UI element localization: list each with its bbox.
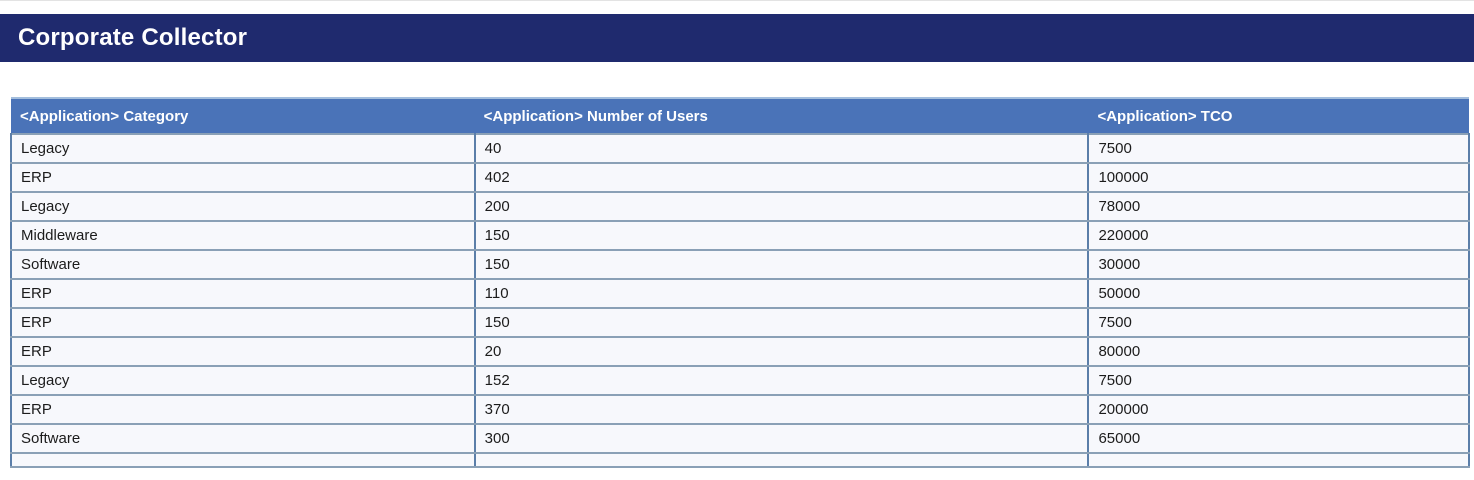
table-cell-number-of-users: 152	[473, 365, 1090, 396]
table-header-row: <Application> Category <Application> Numb…	[11, 97, 1469, 134]
table-cell-category: Middleware	[10, 220, 476, 251]
table-row: ERP 370 200000	[10, 394, 1470, 425]
table-cell-tco: 200000	[1087, 394, 1470, 425]
table-body: Legacy 40 7500 ERP 402 100000 Legacy 200 78000 Mi…	[10, 133, 1470, 468]
table-cell-tco: 78000	[1087, 191, 1470, 222]
column-header: <Application> Category	[11, 97, 475, 134]
table-cell-number-of-users: 150	[473, 249, 1090, 280]
table-cell-tco: 7500	[1087, 365, 1470, 396]
table-row: Legacy 40 7500	[10, 133, 1470, 164]
table-cell-number-of-users: 200	[473, 191, 1090, 222]
table-cell-category: Legacy	[10, 133, 476, 164]
table-cell-tco: 80000	[1087, 336, 1470, 367]
table-cell-category: Software	[10, 423, 476, 454]
table-cell-category: Legacy	[10, 365, 476, 396]
table-cell-category: ERP	[10, 162, 476, 193]
table-cell-empty	[10, 452, 476, 468]
table-cell-number-of-users: 300	[473, 423, 1090, 454]
table-cell-category: ERP	[10, 307, 476, 338]
table-cell-number-of-users: 20	[473, 336, 1090, 367]
column-header: <Application> Number of Users	[474, 97, 1089, 134]
table-cell-number-of-users: 402	[473, 162, 1090, 193]
table-row: ERP 20 80000	[10, 336, 1470, 367]
table-row: ERP 110 50000	[10, 278, 1470, 309]
column-header: <Application> TCO	[1088, 97, 1469, 134]
table-cell-tco: 7500	[1087, 307, 1470, 338]
table-header: <Application> Category <Application> Numb…	[11, 97, 1469, 134]
table-cell-number-of-users: 150	[473, 307, 1090, 338]
table-cell-category: ERP	[10, 336, 476, 367]
table-cell-category: Software	[10, 249, 476, 280]
table-cell-number-of-users: 110	[473, 278, 1090, 309]
table-cell-tco: 30000	[1087, 249, 1470, 280]
table-cell-empty	[473, 452, 1090, 468]
table-row: Software 300 65000	[10, 423, 1470, 454]
table-row: Legacy 200 78000	[10, 191, 1470, 222]
table-row: ERP 402 100000	[10, 162, 1470, 193]
table-row: ERP 150 7500	[10, 307, 1470, 338]
table-row: Legacy 152 7500	[10, 365, 1470, 396]
table-cell-tco: 7500	[1087, 133, 1470, 164]
page-title: Corporate Collector	[18, 24, 248, 51]
table-cell-empty	[1087, 452, 1470, 468]
table-cell-tco: 65000	[1087, 423, 1470, 454]
table-cell-number-of-users: 370	[473, 394, 1090, 425]
data-table: <Application> Category <Application> Numb…	[10, 97, 1470, 468]
table-cell-number-of-users: 40	[473, 133, 1090, 164]
table-cell-category: Legacy	[10, 191, 476, 222]
table-cell-category: ERP	[10, 278, 476, 309]
table-cell-tco: 100000	[1087, 162, 1470, 193]
table-cell-tco: 50000	[1087, 278, 1470, 309]
app-title-bar: Corporate Collector	[0, 14, 1474, 62]
table-cell-tco: 220000	[1087, 220, 1470, 251]
table-row: Middleware 150 220000	[10, 220, 1470, 251]
table-cell-category: ERP	[10, 394, 476, 425]
table-row: Software 150 30000	[10, 249, 1470, 280]
collector-table-container: <Application> Category <Application> Numb…	[10, 97, 1470, 468]
table-cell-number-of-users: 150	[473, 220, 1090, 251]
table-row-clipped	[10, 452, 1470, 468]
